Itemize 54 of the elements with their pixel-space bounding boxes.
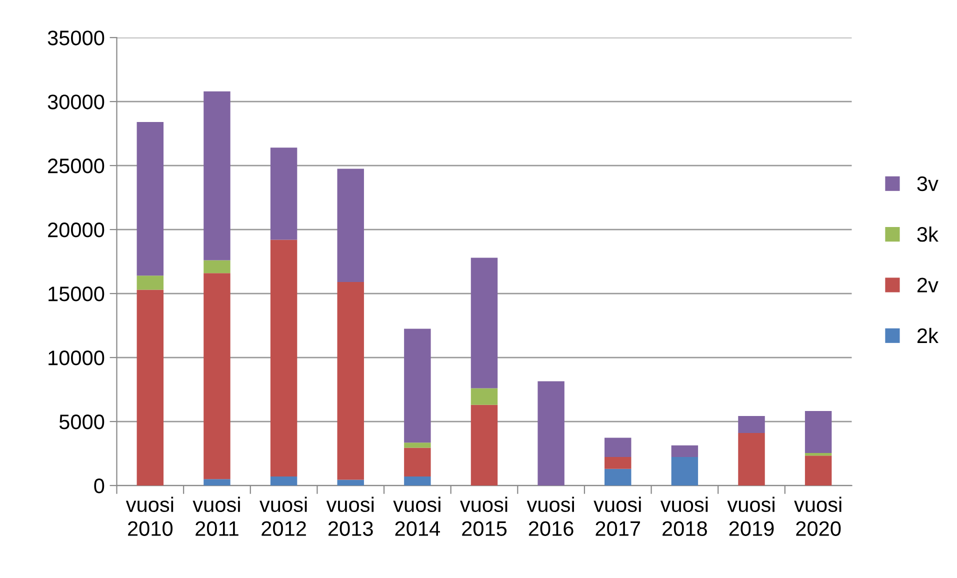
bar [604, 468, 632, 486]
bar [404, 442, 431, 448]
y-tick-label: 30000 [48, 94, 104, 110]
x-tick-label: vuosi 2015 [460, 496, 508, 536]
bar [671, 445, 698, 457]
bar [470, 388, 498, 405]
bar [337, 282, 364, 480]
bar [270, 240, 298, 477]
bar [470, 404, 498, 486]
bar [671, 456, 698, 486]
y-tick-label: 25000 [48, 158, 104, 174]
bar [136, 276, 164, 290]
bar [204, 273, 230, 480]
bar [136, 290, 164, 486]
bar [804, 453, 832, 456]
bar [738, 416, 765, 434]
bar [804, 456, 832, 486]
bar [604, 438, 632, 457]
bar [204, 91, 230, 260]
bar [204, 479, 230, 486]
y-tick-label: 35000 [48, 30, 104, 46]
y-tick-label: 10000 [48, 350, 104, 366]
bar [404, 448, 431, 477]
bar [404, 328, 431, 443]
legend-label: 2v [917, 278, 938, 292]
x-tick-label: vuosi 2012 [260, 496, 307, 536]
x-tick-label: vuosi 2019 [727, 496, 774, 536]
x-tick-label: vuosi 2020 [794, 496, 842, 536]
bar [470, 258, 498, 388]
bar [538, 381, 564, 486]
x-tick-label: vuosi 2011 [192, 496, 240, 536]
bar [404, 476, 431, 486]
y-tick-label: 0 [94, 478, 104, 494]
bar [604, 456, 632, 469]
bar [337, 168, 364, 282]
x-tick-label: vuosi 2018 [660, 496, 708, 536]
bar [270, 476, 298, 486]
legend-label: 3k [917, 226, 938, 242]
legend-label: 2k [917, 328, 938, 343]
x-tick-label: vuosi 2017 [594, 496, 641, 536]
legend-label: 3v [917, 176, 938, 192]
y-tick-label: 5000 [59, 414, 104, 430]
bar [270, 148, 298, 240]
bar [136, 122, 164, 276]
y-tick-label: 15000 [48, 286, 104, 302]
y-tick-label: 20000 [48, 222, 104, 238]
x-tick-label: vuosi 2016 [526, 496, 574, 536]
x-tick-label: vuosi 2014 [393, 496, 440, 536]
bar [804, 411, 832, 454]
x-tick-label: vuosi 2013 [326, 496, 374, 536]
x-tick-label: vuosi 2010 [126, 496, 174, 536]
bar [337, 480, 364, 486]
bar [738, 433, 765, 486]
bar [204, 260, 230, 274]
